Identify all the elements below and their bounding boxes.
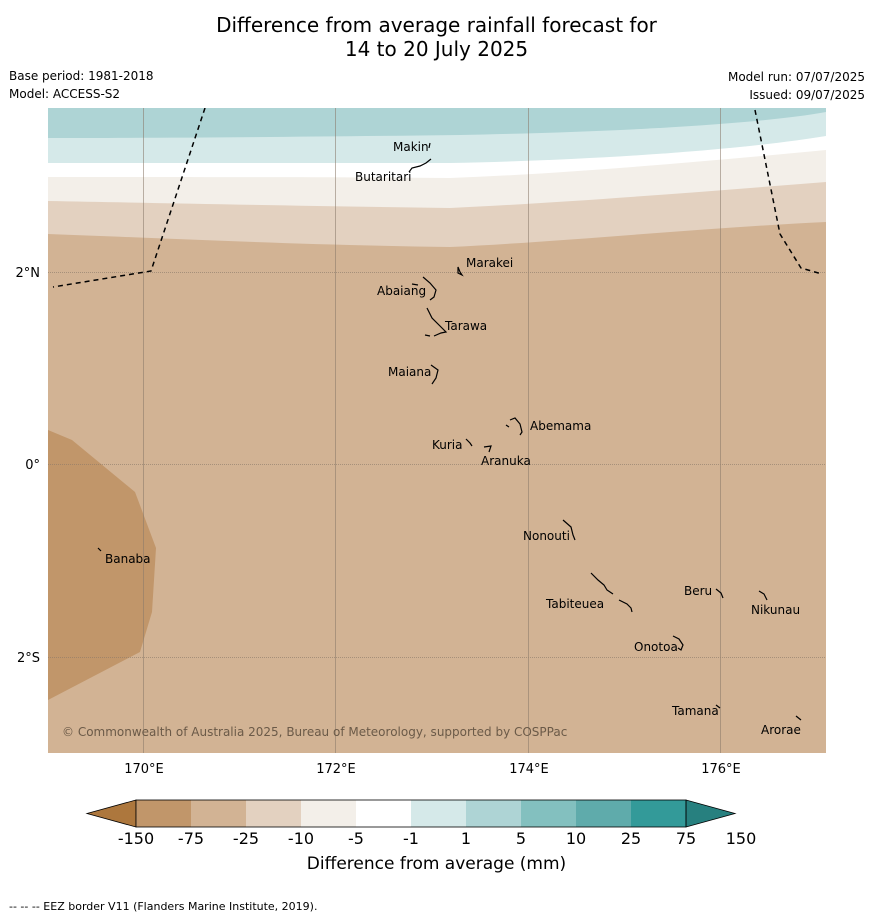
rainfall-fill-minus75-minus25	[48, 430, 156, 700]
colorbar-tick-label: -75	[178, 829, 204, 848]
eez-border-east	[754, 109, 823, 275]
island-label-onotoa: Onotoa	[634, 640, 678, 654]
map-panel: Makin Butaritari Marakei Abaiang Tarawa …	[48, 108, 826, 753]
colorbar-tick-label: -1	[403, 829, 419, 848]
island-outline-nonouti	[562, 519, 576, 541]
colorbar-extend-low	[85, 799, 137, 828]
colorbar-box	[191, 800, 246, 827]
island-outline-tarawa	[426, 307, 448, 337]
island-label-banaba: Banaba	[105, 552, 151, 566]
island-outline-onotoa	[672, 635, 684, 651]
map-title-line-1: Difference from average rainfall forecas…	[216, 13, 657, 37]
map-gridlines	[48, 108, 826, 753]
colorbar-tick-label: 5	[516, 829, 526, 848]
colorbar: -150 -75 -25 -10 -5 -1 1 5 10 25 75 150	[85, 799, 757, 848]
island-outline-tabiteuea-south	[618, 599, 633, 613]
map-svg: Makin Butaritari Marakei Abaiang Tarawa …	[16, 108, 826, 848]
lat-label-2s: 2°S	[17, 651, 40, 666]
island-label-butaritari: Butaritari	[355, 170, 412, 184]
eez-legend-note: -- -- -- EEZ border V11 (Flanders Marine…	[9, 900, 318, 913]
lat-label-2n: 2°N	[16, 266, 41, 281]
island-outline-aranuka	[483, 445, 492, 453]
island-outline-marakei	[457, 266, 464, 277]
island-outline-abaiang	[422, 276, 437, 301]
island-outline-tabiteuea-north	[590, 572, 614, 595]
copyright-notice: © Commonwealth of Australia 2025, Bureau…	[62, 725, 567, 739]
colorbar-box	[411, 800, 466, 827]
colorbar-box	[301, 800, 356, 827]
colorbar-box	[631, 800, 686, 827]
island-outline-maiana	[430, 364, 439, 385]
lon-label-174e: 174°E	[509, 762, 549, 777]
island-labels: Makin Butaritari Marakei Abaiang Tarawa …	[105, 140, 801, 737]
island-label-marakei: Marakei	[466, 256, 513, 270]
island-outline-abemama	[509, 417, 523, 436]
island-label-abaiang: Abaiang	[377, 284, 426, 298]
eez-borders	[52, 108, 823, 288]
colorbar-box	[576, 800, 631, 827]
lon-label-170e: 170°E	[124, 762, 164, 777]
map-title-line-2: 14 to 20 July 2025	[344, 37, 529, 61]
colorbar-box	[356, 800, 411, 827]
lat-label-0: 0°	[25, 458, 40, 473]
colorbar-box	[521, 800, 576, 827]
island-outline-butaritari	[408, 158, 432, 173]
island-label-tamana: Tamana	[671, 704, 719, 718]
issued-date: Issued: 09/07/2025	[749, 88, 865, 102]
island-label-makin: Makin	[393, 140, 429, 154]
colorbar-tick-label: -10	[288, 829, 314, 848]
colorbar-tick-label: -150	[118, 829, 154, 848]
island-outline-banaba	[97, 547, 102, 552]
island-outline-abemama-west	[505, 424, 510, 428]
island-outline-kuria	[465, 438, 473, 447]
model-name: Model: ACCESS-S2	[9, 87, 121, 101]
island-label-arorae: Arorae	[761, 723, 801, 737]
island-label-nonouti: Nonouti	[523, 529, 570, 543]
rainfall-fill-plus5-plus10	[48, 108, 826, 138]
base-period: Base period: 1981-2018	[9, 69, 154, 83]
colorbar-title: Difference from average (mm)	[306, 854, 567, 874]
island-label-abemama: Abemama	[530, 419, 591, 433]
longitude-tick-labels: 170°E 172°E 174°E 176°E	[124, 762, 741, 777]
island-outline-arorae	[795, 715, 802, 721]
island-outlines	[97, 142, 802, 721]
colorbar-extend-high	[685, 799, 737, 828]
colorbar-tick-label: 1	[461, 829, 471, 848]
island-outline-tamana	[715, 704, 721, 709]
island-outline-abaiang-north	[411, 283, 419, 286]
colorbar-tick-label: 25	[621, 829, 641, 848]
colorbar-box	[136, 800, 191, 827]
lon-label-176e: 176°E	[701, 762, 741, 777]
latitude-tick-labels: 2°N 0° 2°S	[16, 266, 41, 666]
eez-border-west	[52, 108, 206, 288]
island-label-nikunau: Nikunau	[751, 603, 800, 617]
model-run-date: Model run: 07/07/2025	[727, 70, 865, 84]
island-label-tarawa: Tarawa	[444, 319, 487, 333]
colorbar-tick-label: -5	[348, 829, 364, 848]
lon-label-172e: 172°E	[316, 762, 356, 777]
colorbar-tick-label: 150	[726, 829, 757, 848]
colorbar-tick-label: -25	[233, 829, 259, 848]
colorbar-box	[246, 800, 301, 827]
island-label-tabiteuea: Tabiteuea	[545, 597, 604, 611]
island-label-maiana: Maiana	[388, 365, 431, 379]
island-label-beru: Beru	[684, 584, 712, 598]
island-outline-nikunau	[758, 590, 768, 601]
island-outline-beru	[715, 588, 724, 599]
island-outline-tarawa-west	[424, 334, 431, 337]
island-label-kuria: Kuria	[432, 438, 463, 452]
colorbar-outline	[135, 799, 687, 828]
colorbar-tick-label: 10	[566, 829, 586, 848]
island-outline-makin	[428, 142, 431, 149]
colorbar-box	[466, 800, 521, 827]
colorbar-tick-label: 75	[676, 829, 696, 848]
island-label-aranuka: Aranuka	[481, 454, 531, 468]
